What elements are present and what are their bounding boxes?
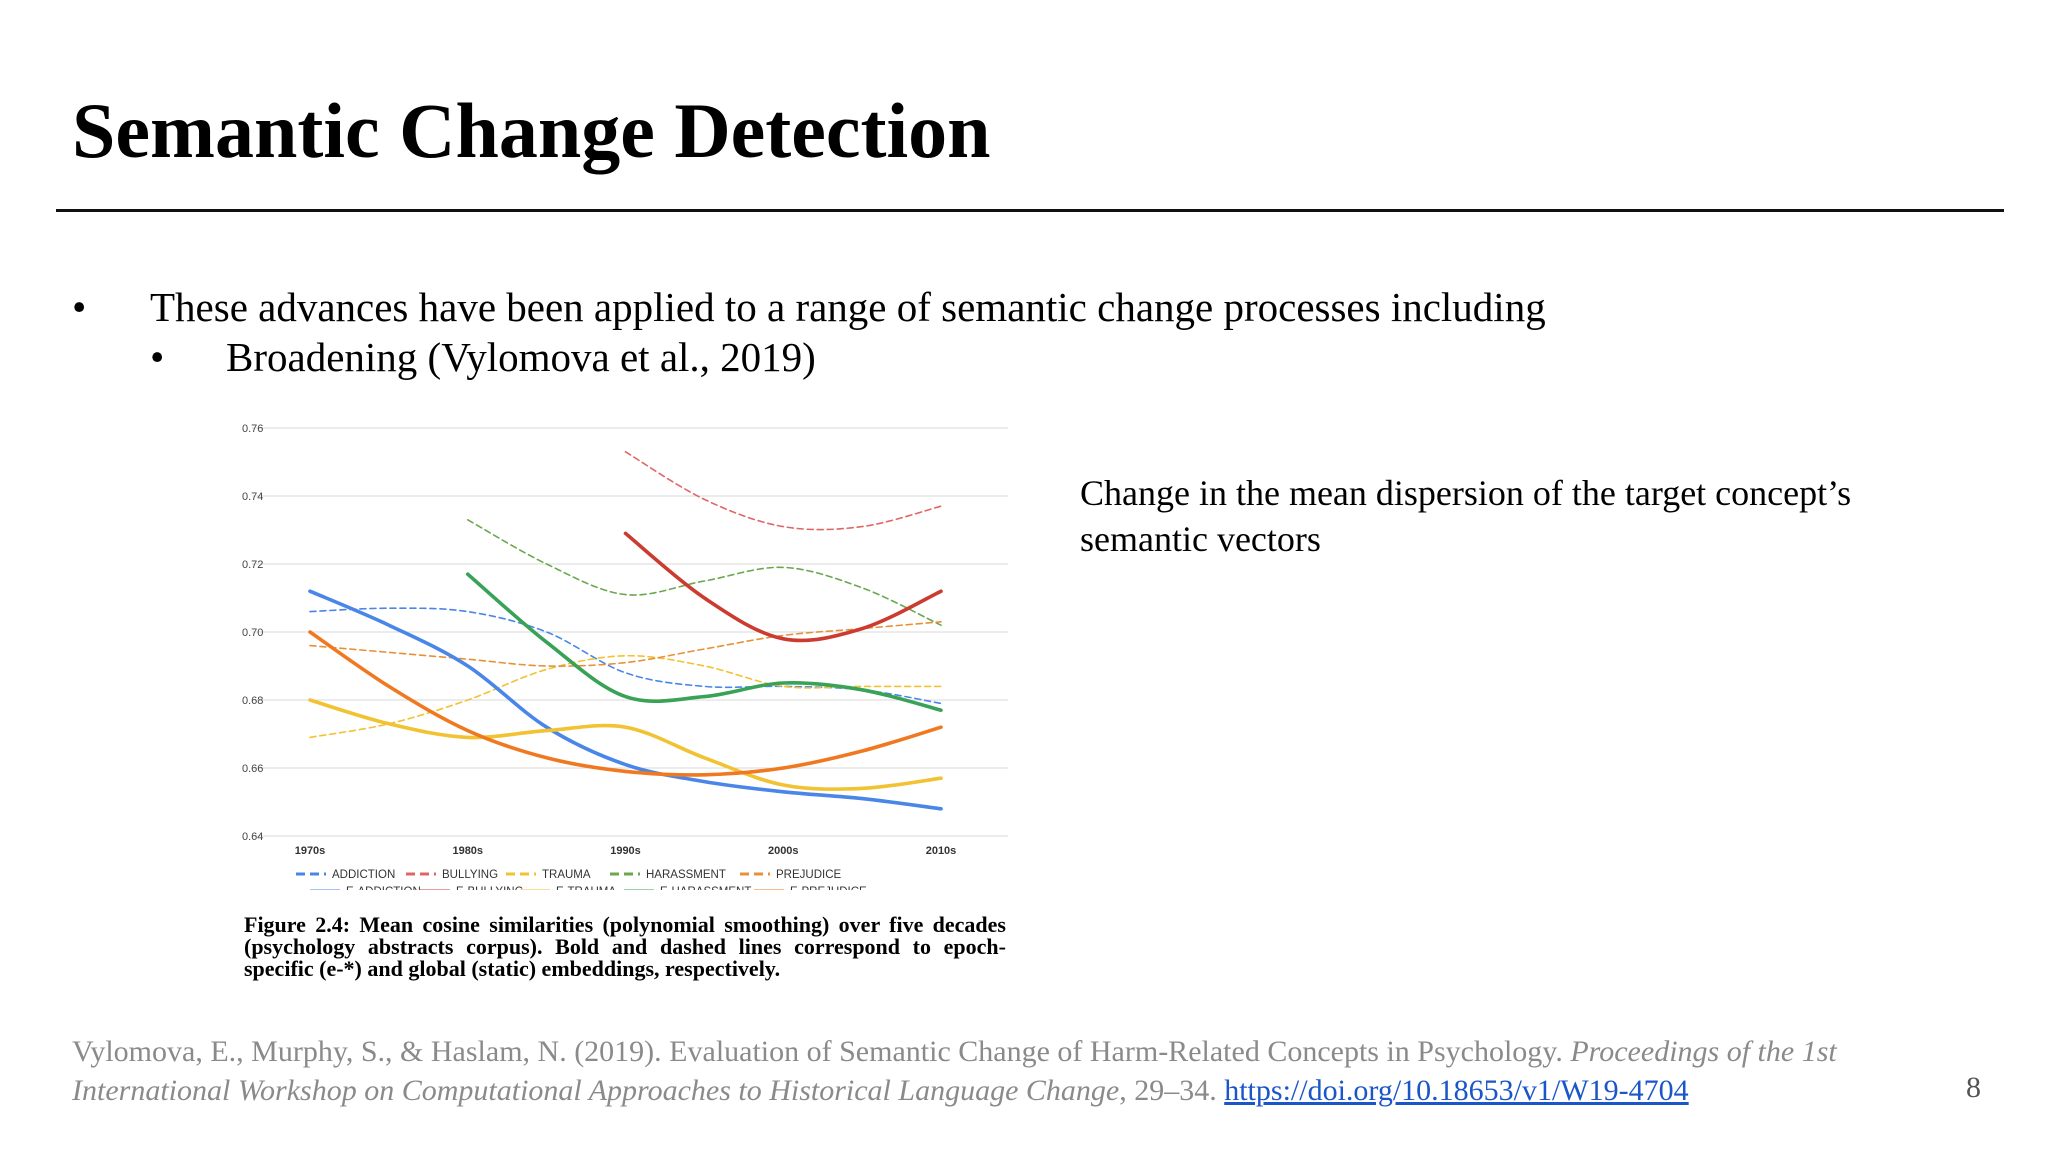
caption-text: Mean cosine similarities (polynomial smo… xyxy=(244,912,1006,981)
chart-description: Change in the mean dispersion of the tar… xyxy=(1080,473,1852,559)
legend-label-trauma: TRAUMA xyxy=(542,869,591,881)
citation-venue: Proceedings of the 1st International Wor… xyxy=(72,1035,1837,1107)
chart-canvas: 0.76 0.74 0.72 0.70 0.68 0.66 0.64 1970s 1980s 1… xyxy=(242,423,1008,890)
legend-label-e-harassment: E-HARASSMENT xyxy=(660,886,751,890)
series-line-harassment xyxy=(467,519,942,626)
series-line-e-trauma xyxy=(308,698,943,791)
x-tick-label: 2010s xyxy=(926,845,957,857)
bullet-glyph: • xyxy=(72,284,87,330)
series-line-e-prejudice xyxy=(308,630,943,777)
legend-label-prejudice: PREJUDICE xyxy=(776,869,842,881)
figure-caption: Figure 2.4: Mean cosine similarities (po… xyxy=(244,914,1006,980)
y-tick-label: 0.70 xyxy=(242,627,263,639)
series-line-bullying xyxy=(624,451,942,531)
legend-label-addiction: ADDICTION xyxy=(332,869,395,881)
y-tick-label: 0.72 xyxy=(242,559,263,571)
legend-label-e-trauma: E-TRAUMA xyxy=(556,886,616,890)
citation-authors: Vylomova, E., Murphy, S., & Haslam, N. (… xyxy=(72,1035,1563,1068)
page-number: 8 xyxy=(1966,1071,1981,1104)
slide-title: Semantic Change Detection xyxy=(72,87,991,174)
legend-label-harassment: HARASSMENT xyxy=(646,869,726,881)
reference-citation: Vylomova, E., Murphy, S., & Haslam, N. (… xyxy=(72,1032,1972,1110)
x-tick-label: 1990s xyxy=(610,845,641,857)
x-tick-label: 2000s xyxy=(768,845,799,857)
legend-label-e-prejudice: E-PREJUDICE xyxy=(790,886,867,890)
bullet-text-2: Broadening (Vylomova et al., 2019) xyxy=(226,334,816,380)
caption-label: Figure 2.4: xyxy=(244,912,351,937)
y-tick-label: 0.64 xyxy=(242,831,263,843)
y-tick-label: 0.74 xyxy=(242,491,263,503)
y-tick-label: 0.66 xyxy=(242,763,263,775)
series-line-e-bullying xyxy=(623,531,943,643)
legend-label-e-addiction: E-ADDICTION xyxy=(346,886,421,890)
legend-label-bullying: BULLYING xyxy=(442,869,498,881)
series-line-e-addiction xyxy=(308,589,943,811)
legend-label-e-bullying: E-BULLYING xyxy=(456,886,524,890)
x-tick-label: 1970s xyxy=(295,845,326,857)
y-tick-label: 0.68 xyxy=(242,695,263,707)
series-line-prejudice xyxy=(309,621,942,667)
similarity-line-chart: 0.76 0.74 0.72 0.70 0.68 0.66 0.64 1970s 1980s 1… xyxy=(228,410,1008,890)
y-tick-label: 0.76 xyxy=(242,423,263,435)
citation-pages: , 29–34. xyxy=(1119,1074,1217,1107)
x-tick-label: 1980s xyxy=(452,845,483,857)
title-divider xyxy=(56,209,2004,212)
series-line-e-harassment xyxy=(466,572,943,712)
bullet-text-1: These advances have been applied to a ra… xyxy=(150,284,1546,330)
sub-bullet-glyph: • xyxy=(150,334,165,380)
doi-link[interactable]: https://doi.org/10.18653/v1/W19-4704 xyxy=(1224,1074,1689,1107)
